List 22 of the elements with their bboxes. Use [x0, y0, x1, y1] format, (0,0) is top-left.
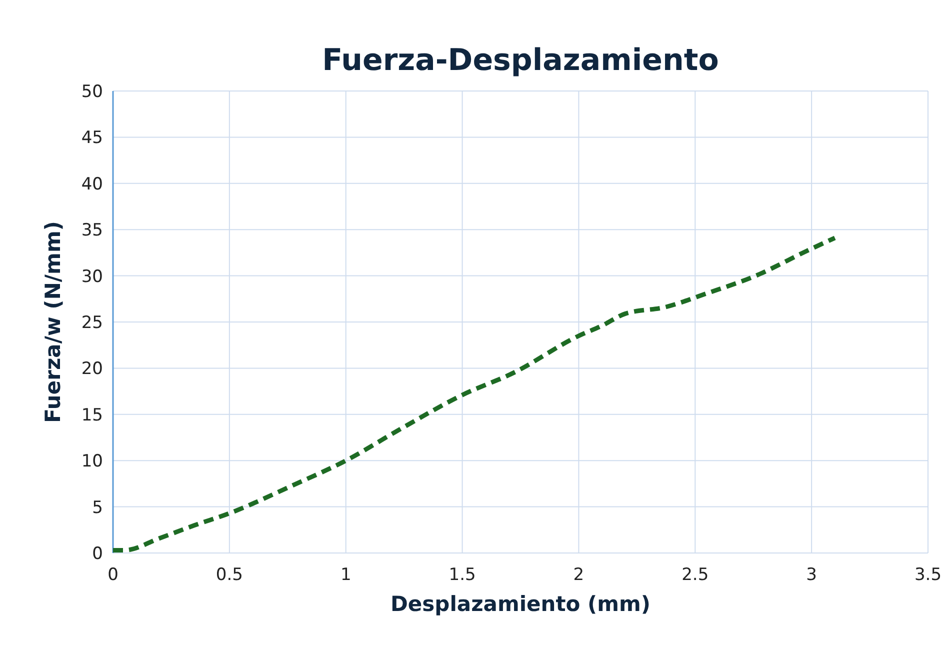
x-tick-label: 1: [340, 565, 352, 585]
x-tick-label: 2: [573, 565, 584, 585]
y-tick-label: 40: [81, 174, 103, 194]
y-tick-label: 0: [92, 544, 103, 564]
x-tick-label: 0: [108, 565, 118, 585]
y-tick-label: 35: [81, 220, 103, 241]
x-tick-label: 0.5: [216, 565, 243, 585]
y-axis-title: Fuerza/w (N/mm): [41, 221, 65, 423]
chart-title: Fuerza-Desplazamiento: [322, 43, 719, 78]
x-tick-label: 2.5: [682, 565, 709, 585]
y-tick-label: 50: [81, 82, 103, 102]
y-tick-label: 15: [81, 405, 103, 426]
y-tick-label: 10: [81, 452, 103, 472]
x-axis-title: Desplazamiento (mm): [390, 592, 650, 616]
x-tick-label: 1.5: [448, 565, 476, 585]
y-tick-label: 30: [81, 266, 103, 287]
x-tick-label: 3: [806, 565, 817, 585]
x-tick-label: 3.5: [914, 565, 942, 585]
y-tick-label: 20: [81, 359, 103, 380]
y-tick-label: 45: [81, 128, 103, 148]
y-tick-label: 25: [81, 312, 103, 333]
y-tick-label: 5: [92, 498, 103, 518]
